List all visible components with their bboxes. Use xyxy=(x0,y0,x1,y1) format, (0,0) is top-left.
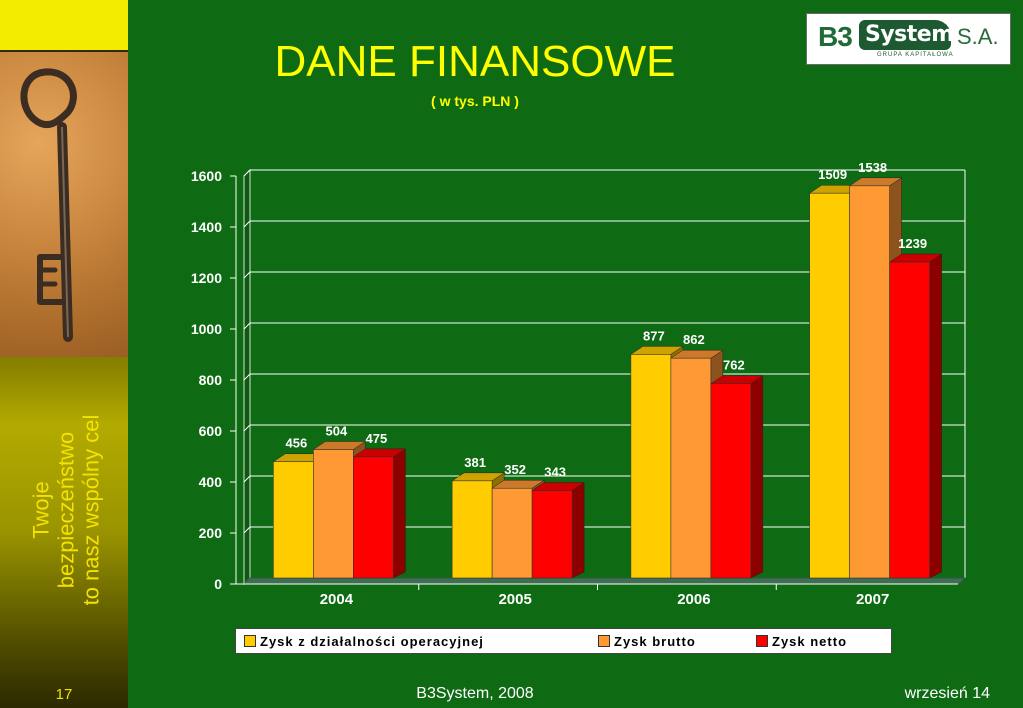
logo-b3: B3 xyxy=(818,21,853,52)
legend-label-gross: Zysk brutto xyxy=(614,634,696,649)
y-tick-label: 1400 xyxy=(191,219,222,235)
y-tick-label: 1600 xyxy=(191,168,222,184)
gridline-side xyxy=(243,526,251,534)
bar xyxy=(353,456,394,579)
bar-side xyxy=(750,375,764,579)
bar xyxy=(531,490,573,579)
bar xyxy=(630,354,672,579)
gridline-side xyxy=(243,220,251,228)
gridline-side xyxy=(243,475,251,483)
bar-side xyxy=(929,253,942,579)
y-tick-label: 1200 xyxy=(191,270,222,286)
y-tick-label: 1000 xyxy=(191,321,222,337)
data-label: 475 xyxy=(366,431,388,446)
bar xyxy=(809,192,850,579)
bar xyxy=(313,449,354,579)
data-label: 1538 xyxy=(858,160,887,175)
x-tick-label: 2004 xyxy=(320,591,354,608)
bar-side xyxy=(393,448,406,579)
y-tick-label: 0 xyxy=(214,576,222,592)
legend-item-net: Zysk netto xyxy=(756,634,847,649)
company-logo: B3 System S.A. GRUPA KAPITAŁOWA xyxy=(806,13,1011,65)
data-label: 381 xyxy=(464,455,486,470)
sidebar: Twoje bezpieczeństwo to nasz wspólny cel… xyxy=(0,0,128,708)
page-subtitle: ( w tys. PLN ) xyxy=(431,93,519,109)
gridline-side xyxy=(243,424,251,432)
x-tick-label: 2005 xyxy=(498,591,531,608)
gridline-side xyxy=(243,373,251,381)
data-label: 343 xyxy=(544,465,566,480)
logo-tagline: GRUPA KAPITAŁOWA xyxy=(877,52,954,58)
key-icon xyxy=(20,68,77,342)
data-label: 1239 xyxy=(898,236,927,251)
key-photo xyxy=(0,52,128,357)
legend-item-operating: Zysk z działalności operacyjnej xyxy=(244,634,484,649)
y-tick-label: 400 xyxy=(199,474,223,490)
data-label: 862 xyxy=(683,332,705,347)
data-label: 762 xyxy=(723,358,745,373)
page-number: 17 xyxy=(55,686,73,703)
y-tick-label: 800 xyxy=(199,372,223,388)
data-label: 352 xyxy=(504,462,526,477)
x-tick-label: 2006 xyxy=(677,591,710,608)
page-title: DANE FINANSOWE xyxy=(274,37,676,86)
x-tick-label: 2007 xyxy=(856,591,889,608)
data-label: 456 xyxy=(286,436,308,451)
data-label: 504 xyxy=(326,423,348,438)
logo-system-text: System xyxy=(865,22,954,47)
bar xyxy=(889,261,930,579)
gridline-side xyxy=(243,169,251,177)
chart-legend: Zysk z działalności operacyjnej Zysk bru… xyxy=(235,628,892,654)
bar xyxy=(710,383,752,579)
legend-label-net: Zysk netto xyxy=(772,634,848,649)
gridline-side xyxy=(243,271,251,279)
legend-swatch-net xyxy=(756,635,768,647)
y-tick-label: 600 xyxy=(199,423,223,439)
logo-sa: S.A. xyxy=(957,24,999,49)
legend-swatch-operating xyxy=(244,635,256,647)
data-label: 877 xyxy=(643,328,665,343)
bar xyxy=(273,461,314,579)
gridline-side xyxy=(243,322,251,330)
legend-item-gross: Zysk brutto xyxy=(598,634,696,649)
chart-floor xyxy=(242,577,967,585)
bar xyxy=(670,357,712,579)
data-label: 1509 xyxy=(818,167,847,182)
y-tick-label: 200 xyxy=(199,525,223,541)
legend-swatch-gross xyxy=(598,635,610,647)
bar-side xyxy=(571,482,585,579)
logo-system-badge: System xyxy=(859,20,954,50)
bar xyxy=(849,185,890,579)
footer-date: wrzesień 14 xyxy=(904,685,990,702)
sidebar-yellow-band xyxy=(0,0,128,50)
bar xyxy=(491,487,533,579)
footer-center: B3System, 2008 xyxy=(416,685,534,702)
bar xyxy=(451,480,493,579)
legend-label-operating: Zysk z działalności operacyjnej xyxy=(260,634,484,649)
